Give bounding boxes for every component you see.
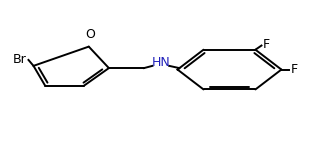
Text: HN: HN: [151, 56, 170, 69]
Text: F: F: [290, 63, 297, 76]
Text: O: O: [85, 28, 95, 41]
Text: Br: Br: [13, 53, 27, 66]
Text: F: F: [263, 38, 270, 51]
